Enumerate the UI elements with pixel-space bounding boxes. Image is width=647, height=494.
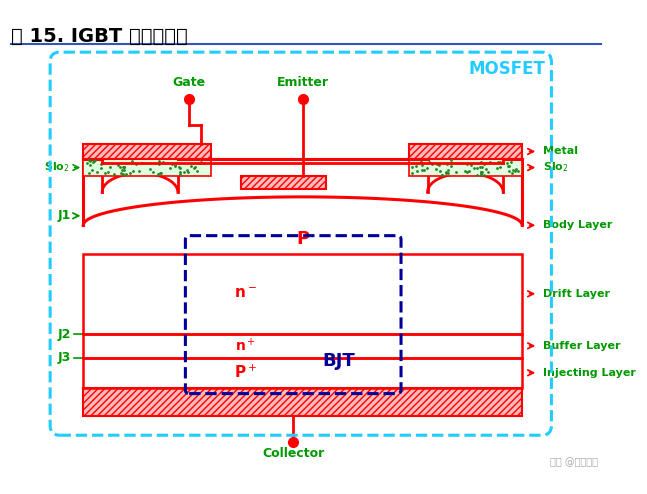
Text: Gate: Gate [173,76,206,89]
Bar [409,159,522,176]
Text: MOSFET: MOSFET [468,60,545,78]
Text: 图 15. IGBT 结构示意图: 图 15. IGBT 结构示意图 [12,27,188,45]
Bar [409,144,522,159]
Text: n$^+$: n$^+$ [129,162,151,179]
Text: Slo$_2$: Slo$_2$ [44,161,70,174]
Text: n$^-$: n$^-$ [234,287,258,301]
Text: Buffer Layer: Buffer Layer [543,341,620,351]
Text: J1: J1 [58,209,71,222]
Text: Injecting Layer: Injecting Layer [543,368,636,378]
Text: Body Layer: Body Layer [543,220,612,230]
Text: Metal: Metal [543,147,578,157]
Text: Collector: Collector [262,447,324,459]
Bar [241,176,326,189]
Bar [83,334,522,358]
Text: Drift Layer: Drift Layer [543,289,610,299]
Bar [83,253,522,334]
Text: J3: J3 [58,351,71,364]
Bar [83,358,522,388]
Text: n$^+$: n$^+$ [455,162,476,179]
Text: Emitter: Emitter [277,76,329,89]
Text: J2: J2 [58,328,71,340]
Text: P: P [296,230,309,248]
Text: Slo$_2$: Slo$_2$ [543,161,569,174]
Text: P$^+$: P$^+$ [234,364,258,381]
Text: BJT: BJT [323,352,355,370]
Bar [83,159,211,176]
Text: n$^+$: n$^+$ [236,337,256,355]
Bar [83,388,522,416]
Text: 头条 @未来智库: 头条 @未来智库 [550,457,598,467]
Bar [83,144,211,159]
